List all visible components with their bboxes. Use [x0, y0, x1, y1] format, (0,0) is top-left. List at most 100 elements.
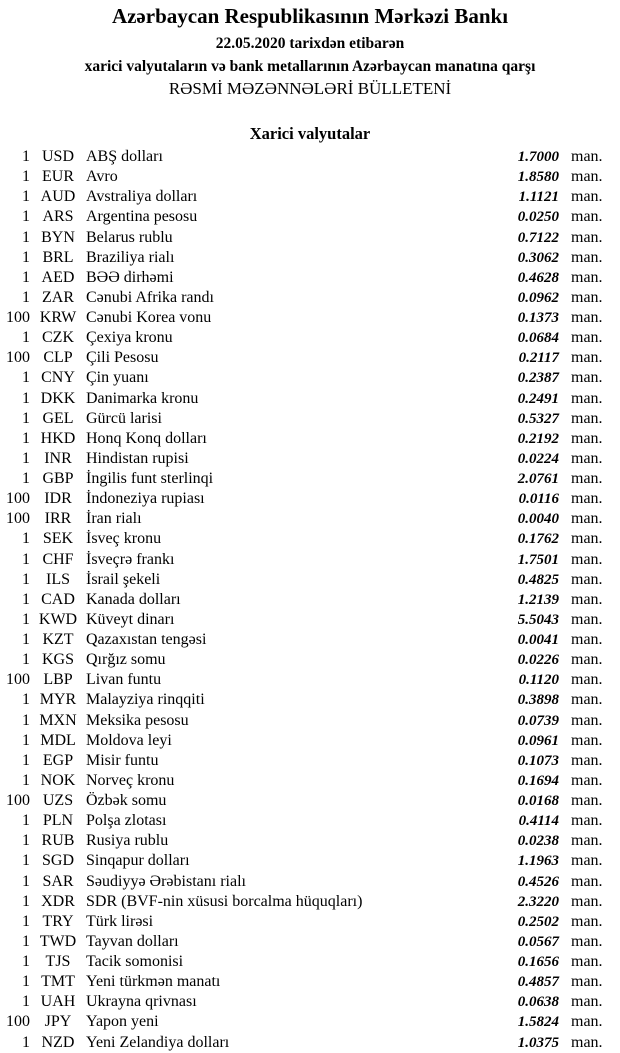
unit-label: man. [571, 510, 603, 528]
rate-row: 1 EUR Avro 1.8580 man. [0, 167, 620, 187]
rate-row: 1 DKK Danimarka kronu 0.2491 man. [0, 389, 620, 409]
unit-label: man. [571, 771, 603, 789]
currency-name: İndoneziya rupiası [86, 490, 205, 508]
currency-name: Honq Konq dolları [86, 429, 207, 447]
rate-amount: 1 [22, 953, 30, 970]
rate-amount: 1 [22, 409, 30, 427]
rate-value: 0.0224 [517, 450, 559, 467]
rate-amount: 100 [6, 510, 30, 528]
unit-label: man. [571, 973, 603, 991]
currency-code: IRR [44, 510, 72, 528]
currency-code: MYR [39, 691, 77, 709]
rate-amount: 1 [22, 832, 30, 850]
rate-value: 0.2117 [518, 350, 559, 367]
currency-code: INR [44, 449, 72, 467]
rate-value: 0.1120 [518, 672, 559, 689]
rate-row: 100 KRW Cənubi Korea vonu 0.1373 man. [0, 308, 620, 328]
currency-code: MXN [39, 711, 77, 729]
currency-name: Livan funtu [86, 671, 162, 689]
currency-name: Misir funtu [86, 751, 159, 769]
rate-value: 1.1963 [517, 853, 559, 870]
unit-label: man. [571, 309, 603, 326]
rate-value: 0.7122 [517, 229, 559, 246]
rate-value: 0.1073 [517, 752, 559, 769]
unit-label: man. [571, 852, 603, 870]
currency-code: NOK [40, 771, 76, 789]
rate-row: 1 MYR Malayziya rinqqiti 0.3898 man. [0, 690, 620, 710]
currency-code: ZAR [42, 288, 74, 306]
unit-label: man. [571, 953, 603, 970]
rate-row: 1 MDL Moldova leyi 0.0961 man. [0, 731, 620, 751]
unit-label: man. [571, 610, 603, 628]
rate-row: 1 ILS İsrail şekeli 0.4825 man. [0, 570, 620, 590]
unit-label: man. [571, 429, 603, 447]
rate-row: 1 AED BƏƏ dirhəmi 0.4628 man. [0, 268, 620, 288]
rate-row: 100 IDR İndoneziya rupiası 0.0116 man. [0, 489, 620, 509]
currency-code: HKD [40, 429, 76, 447]
rate-amount: 1 [22, 148, 30, 165]
unit-label: man. [571, 912, 603, 930]
currency-code: UZS [42, 792, 74, 809]
rate-row: 1 CHF İsveçrə frankı 1.7501 man. [0, 550, 620, 570]
currency-code: XDR [41, 892, 75, 910]
currency-name: Hindistan rupisi [86, 449, 189, 467]
currency-name: Səudiyyə Ərəbistanı rialı [86, 872, 246, 890]
rate-row: 1 SEK İsveç kronu 0.1762 man. [0, 529, 620, 549]
rate-row: 1 AUD Avstraliya dolları 1.1121 man. [0, 187, 620, 207]
rate-value: 0.5327 [517, 410, 559, 427]
unit-label: man. [571, 530, 603, 548]
currency-name: Küveyt dinarı [86, 610, 175, 628]
unit-label: man. [571, 792, 603, 809]
document-subtitle: xarici valyutaların və bank metallarının… [84, 58, 536, 75]
rate-value: 0.1373 [517, 310, 559, 326]
rate-value: 0.4114 [518, 813, 559, 830]
currency-name: İran rialı [86, 510, 142, 528]
rate-amount: 100 [6, 349, 30, 367]
rate-amount: 1 [22, 369, 30, 387]
currency-code: SAR [42, 872, 74, 890]
rate-amount: 100 [6, 309, 30, 326]
bulletin-title: RƏSMİ MƏZƏNNƏLƏRİ BÜLLETENİ [168, 79, 452, 98]
unit-label: man. [571, 248, 603, 266]
rate-row: 1 CZK Çexiya kronu 0.0684 man. [0, 328, 620, 348]
rate-value: 0.1694 [517, 772, 559, 789]
rate-amount: 1 [22, 711, 30, 729]
currency-name: Ukrayna qrivnası [86, 993, 197, 1011]
rate-value: 0.0684 [517, 330, 559, 347]
currency-name: Qırğız somu [86, 651, 166, 669]
rate-value: 1.5824 [517, 1014, 559, 1031]
rate-row: 1 CAD Kanada dolları 1.2139 man. [0, 590, 620, 610]
section-title: Xarici valyutalar [249, 124, 371, 143]
currency-code: NZD [41, 1033, 75, 1051]
currency-name: Belarus rublu [86, 228, 173, 246]
rate-row: 1 GEL Gürcü larisi 0.5327 man. [0, 409, 620, 429]
currency-code: BYN [41, 228, 75, 246]
rate-amount: 1 [22, 389, 30, 407]
unit-label: man. [571, 148, 603, 165]
unit-label: man. [571, 208, 603, 226]
rate-row: 1 KGS Qırğız somu 0.0226 man. [0, 650, 620, 670]
rate-value: 0.3898 [517, 692, 559, 709]
rate-value: 0.0040 [517, 511, 559, 528]
rate-row: 100 UZS Özbək somu 0.0168 man. [0, 791, 620, 811]
currency-code: TWD [39, 932, 77, 950]
rate-row: 1 SGD Sinqapur dolları 1.1963 man. [0, 851, 620, 871]
currency-name: Cənubi Afrika randı [86, 288, 214, 306]
currency-name: Rusiya rublu [86, 832, 169, 850]
currency-code: TJS [45, 953, 71, 970]
currency-code: SEK [42, 530, 74, 548]
unit-label: man. [571, 550, 603, 568]
unit-label: man. [571, 288, 603, 306]
rate-value: 0.0116 [518, 491, 559, 508]
currency-code: CZK [42, 329, 74, 347]
rate-value: 0.1656 [517, 954, 559, 970]
rate-amount: 1 [22, 993, 30, 1011]
currency-code: AUD [40, 188, 76, 206]
unit-label: man. [571, 832, 603, 850]
currency-name: Moldova leyi [86, 731, 172, 749]
rate-amount: 1 [22, 429, 30, 447]
unit-label: man. [571, 470, 603, 487]
rate-amount: 1 [22, 872, 30, 890]
rate-row: 1 NOK Norveç kronu 0.1694 man. [0, 771, 620, 791]
unit-label: man. [571, 490, 603, 508]
